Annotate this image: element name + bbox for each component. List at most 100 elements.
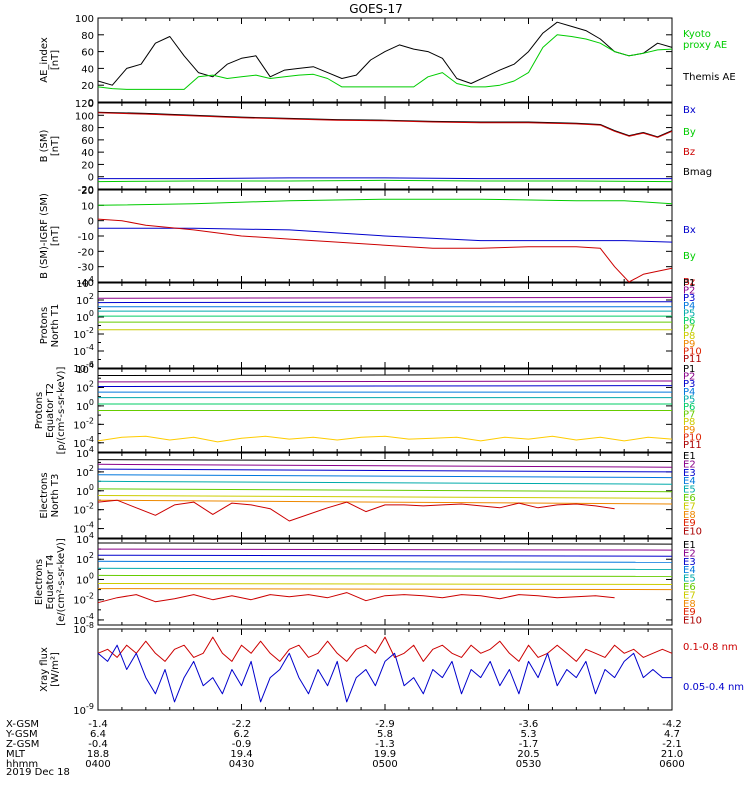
y-tick-label: 10-2 bbox=[73, 416, 94, 431]
series-line-2 bbox=[97, 554, 673, 557]
series-line-6 bbox=[97, 583, 673, 585]
legend-entry: Bmag bbox=[683, 167, 712, 178]
ephemeris-value: -1.7 bbox=[519, 739, 539, 750]
y-axis-label: North T3 bbox=[50, 474, 61, 518]
legend-entry: E6 bbox=[683, 493, 696, 504]
figure-title: GOES-17 bbox=[349, 2, 403, 16]
y-tick-label: 104 bbox=[76, 531, 94, 546]
legend-entry: 0.05-0.4 nm bbox=[683, 682, 744, 693]
ephemeris-value: -0.4 bbox=[88, 739, 108, 750]
y-tick-label: -40 bbox=[78, 278, 94, 289]
panel-p_t2: 10-4 10-2 100 102 104 Protons Equator T2 [p/(cm… bbox=[34, 361, 702, 454]
legend-entry: P3 bbox=[683, 293, 695, 304]
series-line-2 bbox=[97, 218, 673, 283]
y-axis-label: [e/(cm²-s-sr-keV)] bbox=[56, 538, 67, 626]
legend-entry: E5 bbox=[683, 485, 696, 496]
series-line-0 bbox=[97, 198, 673, 206]
ephemeris-label: Z-GSM bbox=[6, 739, 39, 750]
series-line-1 bbox=[97, 112, 673, 138]
y-tick-label: 102 bbox=[76, 551, 94, 566]
y-tick-label: 100 bbox=[76, 398, 94, 413]
ephemeris-value: 0530 bbox=[516, 759, 541, 770]
series-line-2 bbox=[97, 468, 673, 473]
ephemeris-value: 0500 bbox=[372, 759, 397, 770]
y-axis-label: Equator T2 bbox=[45, 383, 56, 438]
y-tick-label: 40 bbox=[81, 64, 94, 75]
legend-entry: P7 bbox=[683, 324, 695, 335]
ephemeris-value: 21.0 bbox=[661, 749, 683, 760]
series-line-7 bbox=[97, 435, 673, 443]
series-line-3 bbox=[97, 179, 673, 183]
legend-entry: E7 bbox=[683, 590, 696, 601]
ephemeris-value: -2.1 bbox=[662, 739, 682, 750]
ephemeris-value: -3.6 bbox=[519, 719, 539, 730]
y-tick-label: 80 bbox=[81, 31, 94, 42]
legend-entry: E8 bbox=[683, 599, 696, 610]
series-line-1 bbox=[97, 34, 673, 90]
series-line-2 bbox=[98, 177, 672, 180]
legend-entry: 0.1-0.8 nm bbox=[683, 642, 738, 653]
y-axis-label: Electrons bbox=[39, 472, 50, 518]
ephemeris-value: 0600 bbox=[659, 759, 684, 770]
panel-e_t3: 10-4 10-2 100 102 104 Electrons North T3 E1E2E3… bbox=[39, 445, 702, 539]
series-line-5 bbox=[97, 488, 673, 493]
y-tick-label: 20 bbox=[81, 81, 94, 92]
y-tick-label: -10 bbox=[78, 232, 94, 243]
ephemeris-value: -2.9 bbox=[375, 719, 395, 730]
legend-entry: E10 bbox=[683, 616, 702, 627]
series-line-2 bbox=[97, 385, 673, 387]
legend-entry: E2 bbox=[683, 459, 696, 470]
legend-entry: P8 bbox=[683, 417, 695, 428]
legend-entry: E4 bbox=[683, 565, 696, 576]
ephemeris-value: 5.8 bbox=[377, 729, 393, 740]
y-tick-label: 80 bbox=[81, 124, 94, 135]
y-axis-label: Protons bbox=[39, 307, 50, 344]
legend-entry: E4 bbox=[683, 476, 696, 487]
legend-entry: E7 bbox=[683, 501, 696, 512]
series-line-8 bbox=[97, 499, 615, 522]
y-tick-label: 10-4 bbox=[73, 521, 94, 536]
panel-frame bbox=[97, 282, 673, 369]
y-axis-label: Protons bbox=[34, 392, 45, 429]
y-tick-label: 102 bbox=[76, 464, 94, 479]
date-label: 2019 Dec 18 bbox=[6, 767, 70, 778]
legend-entry: proxy AE bbox=[683, 40, 727, 51]
series-line-0 bbox=[97, 374, 673, 376]
legend-entry: Bz bbox=[683, 277, 695, 288]
series-line-0 bbox=[97, 636, 673, 662]
legend-entry: P10 bbox=[683, 346, 702, 357]
series-line-7 bbox=[97, 499, 673, 505]
y-tick-label: 104 bbox=[76, 361, 94, 376]
legend-entry: E3 bbox=[683, 557, 696, 568]
y-axis-label: [nT] bbox=[50, 50, 61, 70]
y-tick-label: 60 bbox=[81, 48, 94, 59]
series-line-1 bbox=[97, 548, 673, 551]
ephemeris-value: -2.2 bbox=[232, 719, 252, 730]
legend-entry: E2 bbox=[683, 548, 696, 559]
ephemeris-value: 18.8 bbox=[87, 749, 109, 760]
legend-entry: P2 bbox=[683, 372, 695, 383]
y-tick-label: 102 bbox=[76, 292, 94, 307]
panel-db: -40 -30 -20 -10 0 10 20 B (SM)-IGRF (SM) [nT] Bx B… bbox=[39, 186, 696, 289]
ephemeris-value: 19.4 bbox=[230, 749, 252, 760]
legend-entry: P5 bbox=[683, 308, 695, 319]
legend-entry: Bx bbox=[683, 105, 696, 116]
y-tick-label: 20 bbox=[81, 186, 94, 197]
ephemeris-value: -1.4 bbox=[88, 719, 108, 730]
legend-entry: E6 bbox=[683, 582, 696, 593]
y-axis-label: North T1 bbox=[50, 304, 61, 348]
legend-entry: P6 bbox=[683, 402, 695, 413]
ephemeris-value: 19.9 bbox=[374, 749, 396, 760]
series-line-7 bbox=[97, 588, 673, 591]
ephemeris-value: 20.5 bbox=[517, 749, 539, 760]
legend-entry: E10 bbox=[683, 527, 702, 538]
y-axis-label: [nT] bbox=[50, 226, 61, 246]
y-axis-label: [nT] bbox=[50, 136, 61, 156]
y-tick-label: 10-4 bbox=[73, 343, 94, 358]
legend-entry: P9 bbox=[683, 339, 695, 350]
series-line-0 bbox=[97, 459, 673, 462]
legend-entry: P8 bbox=[683, 331, 695, 342]
series-line-5 bbox=[97, 574, 673, 577]
